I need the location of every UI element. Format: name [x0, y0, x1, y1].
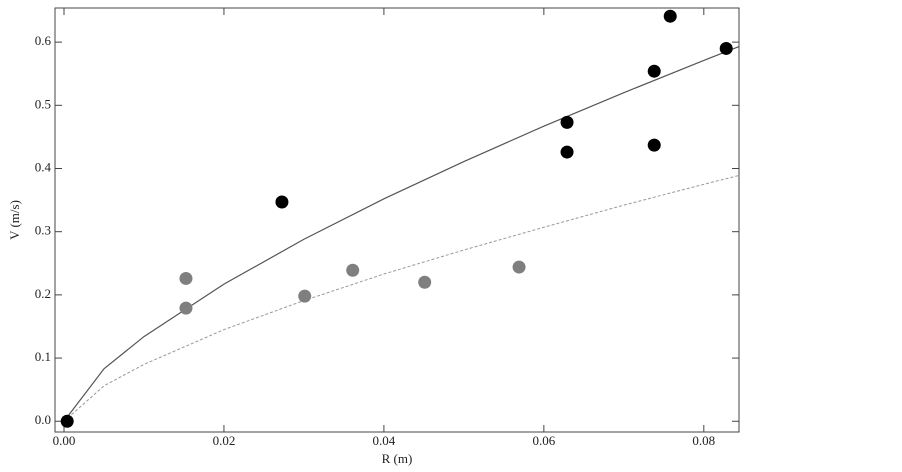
x-tick-label: 0.00 [53, 433, 76, 448]
data-point [275, 195, 289, 209]
fit-curve [63, 45, 740, 422]
x-tick-label: 0.08 [692, 433, 715, 448]
data-point [560, 115, 574, 129]
y-axis-label: V (m/s) [7, 200, 22, 240]
x-tick-label: 0.06 [532, 433, 555, 448]
data-point [60, 414, 74, 428]
data-point [647, 138, 661, 152]
y-tick-label: 0.4 [35, 159, 52, 174]
y-tick-label: 0.2 [35, 286, 51, 301]
data-point [560, 145, 574, 159]
data-point [346, 263, 360, 277]
y-tick-label: 0.6 [35, 33, 52, 48]
y-tick-label: 0.5 [35, 96, 51, 111]
y-tick-label: 0.0 [35, 412, 51, 427]
x-tick-label: 0.02 [213, 433, 236, 448]
fit-curve-dotted [63, 174, 740, 422]
x-tick-label: 0.04 [373, 433, 396, 448]
data-point [663, 9, 677, 23]
data-point [298, 289, 312, 303]
data-point [647, 64, 661, 78]
data-point [512, 260, 526, 274]
data-point [418, 275, 432, 289]
data-point [719, 41, 733, 55]
y-tick-label: 0.1 [35, 349, 51, 364]
data-point [179, 271, 193, 285]
y-tick-label: 0.3 [35, 223, 51, 238]
x-axis-label: R (m) [382, 451, 413, 466]
plot-frame [54, 7, 740, 433]
data-point [179, 301, 193, 315]
